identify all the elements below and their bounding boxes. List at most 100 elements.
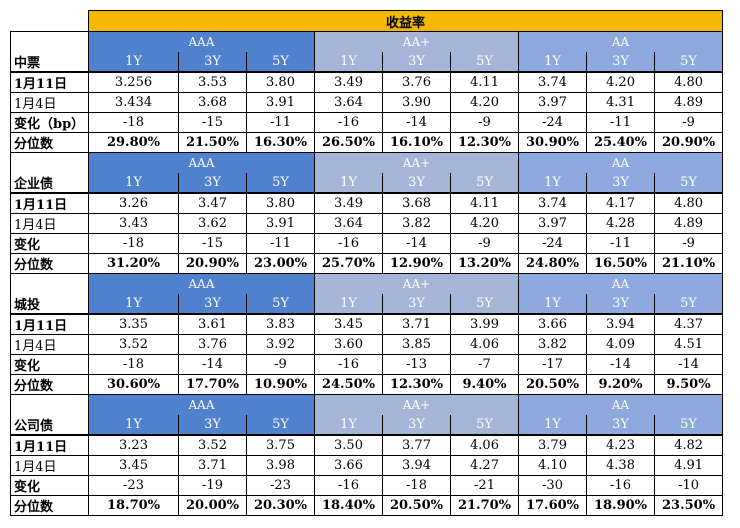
- table-cell: 3.52: [88, 334, 179, 355]
- table-row: 1月4日 3.45 3.71 3.98 3.66 3.94 4.27 4.10 4.38 4.91: [10, 455, 724, 476]
- table-cell: 10.90%: [246, 374, 315, 395]
- table-cell: 3.77: [382, 434, 451, 456]
- table-cell: 4.89: [653, 213, 724, 234]
- table-cell: 3.79: [518, 434, 587, 456]
- table-cell: 4.80: [653, 192, 724, 214]
- tenor-header: 3Y: [178, 173, 247, 194]
- table-cell: -14: [382, 233, 451, 254]
- table-row: 变化 -18 -14 -9 -16 -13 -7 -17 -14 -14: [10, 354, 724, 375]
- table-cell: 4.27: [450, 455, 519, 476]
- table-cell: -16: [586, 475, 655, 496]
- table-cell: 3.94: [586, 313, 655, 335]
- table-row: 1月11日 3.26 3.47 3.80 3.49 3.68 4.11 3.74 4.17 4.8…: [10, 192, 724, 214]
- table-cell: 3.71: [178, 455, 247, 476]
- row-label: 分位数: [10, 374, 89, 395]
- table-cell: -19: [178, 475, 247, 496]
- tenor-header: 3Y: [586, 173, 655, 194]
- tenor-header: 1Y: [88, 173, 179, 194]
- table-cell: 18.90%: [586, 495, 655, 516]
- table-cell: 3.91: [246, 213, 315, 234]
- tenor-header: 5Y: [450, 173, 519, 194]
- table-cell: 3.76: [382, 71, 451, 93]
- rating-group-header: AA: [517, 273, 724, 294]
- table-row: 1月11日 3.23 3.52 3.75 3.50 3.77 4.06 3.79 4.23 4.8…: [10, 434, 724, 456]
- row-label: 分位数: [10, 132, 89, 153]
- rating-group-header: AA+: [314, 394, 519, 415]
- table-row: 1月4日 3.52 3.76 3.92 3.60 3.85 4.06 3.82 4.09 4.51: [10, 334, 724, 355]
- table-cell: 12.30%: [450, 132, 519, 153]
- table-cell: -14: [382, 112, 451, 133]
- table-cell: 4.06: [450, 334, 519, 355]
- table-cell: 30.60%: [88, 374, 179, 395]
- tenor-header: 1Y: [518, 52, 587, 73]
- table-cell: -9: [450, 233, 519, 254]
- table-cell: -11: [586, 233, 655, 254]
- table-cell: 3.60: [314, 334, 383, 355]
- table-cell: 3.83: [246, 313, 315, 335]
- yield-table: 收益率 中票 AAA AA+ AA 1Y 3Y 5Y 1Y 3Y 5Y 1Y 3Y 5Y 1月11日 3.2…: [10, 10, 724, 516]
- table-cell: 20.30%: [246, 495, 315, 516]
- table-cell: -24: [518, 233, 587, 254]
- table-row: 1月4日 3.43 3.62 3.91 3.64 3.82 4.20 3.97 4.28 4.89: [10, 213, 724, 234]
- table-cell: 3.53: [178, 71, 247, 93]
- table-cell: 25.70%: [314, 253, 383, 274]
- table-cell: 31.20%: [88, 253, 179, 274]
- rating-group-header: AA+: [314, 273, 519, 294]
- table-cell: -18: [88, 233, 179, 254]
- row-label: 1月4日: [10, 92, 89, 113]
- rating-group-header: AAA: [88, 31, 315, 52]
- table-row: 1月11日 3.35 3.61 3.83 3.45 3.71 3.99 3.66 3.94 4.3…: [10, 313, 724, 335]
- table-cell: 4.06: [450, 434, 519, 456]
- section-name: 城投: [10, 273, 89, 315]
- table-cell: -9: [653, 233, 724, 254]
- table-cell: 3.74: [518, 71, 587, 93]
- table-cell: 4.51: [653, 334, 724, 355]
- section-group-header: 企业债 AAA AA+ AA: [10, 152, 724, 194]
- table-cell: -16: [314, 354, 383, 375]
- table-cell: 4.20: [450, 92, 519, 113]
- table-cell: 3.43: [88, 213, 179, 234]
- tenor-header: 1Y: [314, 415, 383, 436]
- table-cell: 12.30%: [382, 374, 451, 395]
- row-label: 1月11日: [10, 71, 89, 93]
- tenor-header: 1Y: [314, 173, 383, 194]
- tenor-header: 3Y: [382, 415, 451, 436]
- table-cell: 3.99: [450, 313, 519, 335]
- table-cell: 3.68: [382, 192, 451, 214]
- table-row: 分位数 31.20% 20.90% 23.00% 25.70% 12.90% 13.20% 2…: [10, 253, 724, 274]
- row-label: 变化（bp）: [10, 112, 89, 133]
- table-cell: 4.20: [450, 213, 519, 234]
- table-cell: 17.60%: [518, 495, 587, 516]
- table-row: 1月11日 3.256 3.53 3.80 3.49 3.76 4.11 3.74 4.20 4.…: [10, 71, 724, 93]
- table-cell: 3.47: [178, 192, 247, 214]
- tenor-header: 5Y: [246, 294, 315, 315]
- table-cell: -14: [586, 354, 655, 375]
- table-cell: 3.71: [382, 313, 451, 335]
- tenor-header: 5Y: [246, 52, 315, 73]
- section-name: 中票: [10, 31, 89, 73]
- tenor-header: 5Y: [246, 415, 315, 436]
- tenor-header: 5Y: [246, 173, 315, 194]
- table-cell: 3.64: [314, 213, 383, 234]
- table-cell: -15: [178, 233, 247, 254]
- table-cell: 3.92: [246, 334, 315, 355]
- table-cell: 21.70%: [450, 495, 519, 516]
- table-cell: 4.80: [653, 71, 724, 93]
- tenor-header: 1Y: [518, 415, 587, 436]
- table-cell: 3.256: [88, 71, 179, 93]
- table-cell: 3.74: [518, 192, 587, 214]
- table-cell: -9: [246, 354, 315, 375]
- table-cell: 3.52: [178, 434, 247, 456]
- table-cell: 18.40%: [314, 495, 383, 516]
- table-cell: -11: [246, 112, 315, 133]
- table-cell: 30.90%: [518, 132, 587, 153]
- table-title: 收益率: [87, 10, 724, 32]
- tenor-header: 5Y: [450, 52, 519, 73]
- table-cell: 4.37: [653, 313, 724, 335]
- table-cell: 24.50%: [314, 374, 383, 395]
- table-cell: 9.20%: [586, 374, 655, 395]
- table-cell: 3.45: [88, 455, 179, 476]
- table-cell: 3.45: [314, 313, 383, 335]
- row-label: 变化: [10, 475, 89, 496]
- table-cell: -13: [382, 354, 451, 375]
